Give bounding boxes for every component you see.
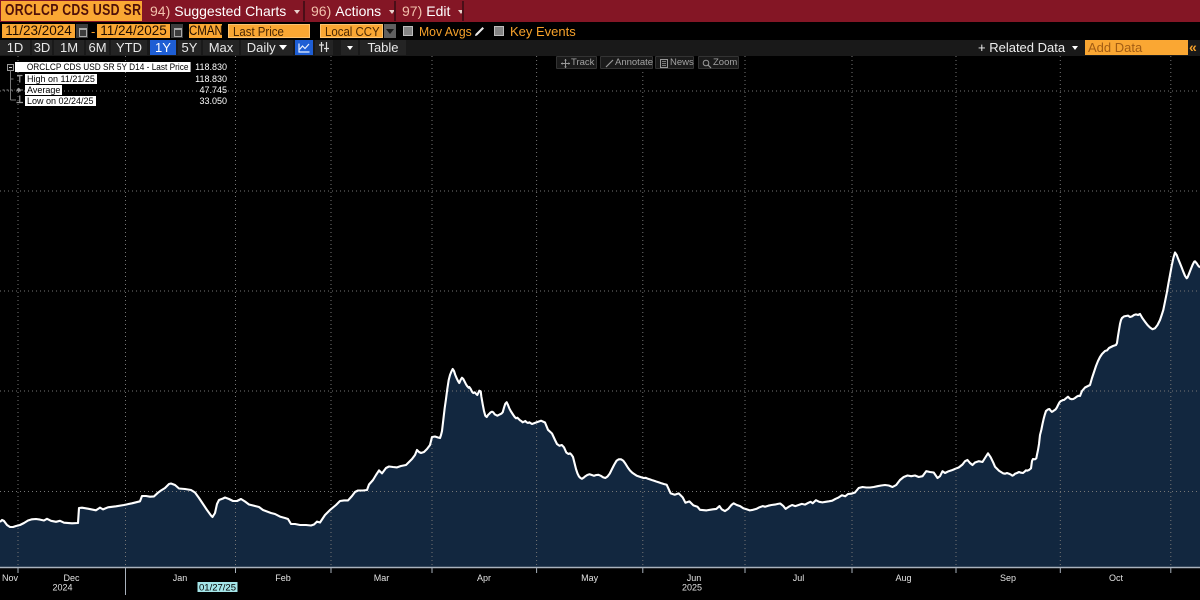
svg-text:Dec: Dec: [63, 573, 80, 583]
svg-text:Feb: Feb: [275, 573, 291, 583]
svg-text:01/27/25: 01/27/25: [199, 582, 236, 593]
svg-text:May: May: [581, 573, 599, 583]
svg-text:2024: 2024: [52, 583, 72, 593]
svg-text:Jul: Jul: [793, 573, 805, 583]
svg-text:2025: 2025: [682, 583, 702, 593]
svg-text:Sep: Sep: [1000, 573, 1016, 583]
svg-text:Apr: Apr: [477, 573, 491, 583]
svg-text:Jun: Jun: [687, 573, 702, 583]
svg-text:Mar: Mar: [374, 573, 390, 583]
svg-text:Oct: Oct: [1109, 573, 1124, 583]
svg-text:Aug: Aug: [895, 573, 911, 583]
svg-text:Nov: Nov: [2, 573, 19, 583]
svg-text:Jan: Jan: [173, 573, 188, 583]
